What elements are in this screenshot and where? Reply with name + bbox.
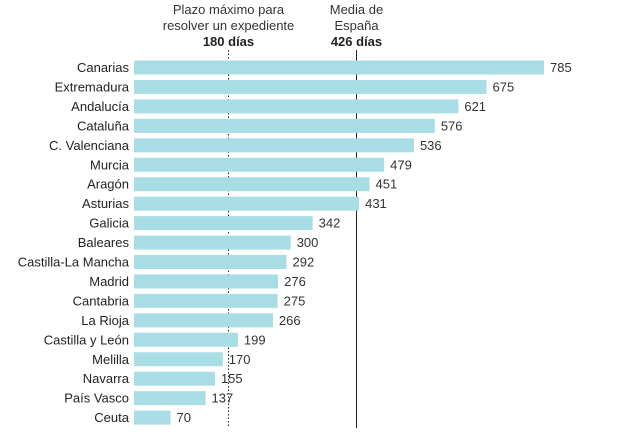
value-label-andalucia: 621 [464, 99, 486, 114]
category-label-navarra: Navarra [83, 371, 130, 386]
value-label-canarias: 785 [550, 60, 572, 75]
category-label-cataluna: Cataluña [77, 118, 130, 133]
value-label-galicia: 342 [319, 216, 341, 231]
category-labels: Canarias Extremadura Andalucía Cataluña C. V… [18, 60, 130, 425]
bar-aragon [134, 177, 370, 192]
reference-label-426-line-1: Media de [330, 2, 383, 17]
bar-cantabria [134, 293, 278, 308]
bar-pais-vasco [134, 391, 206, 406]
value-label-asturias: 431 [365, 196, 387, 211]
value-label-extremadura: 675 [493, 79, 515, 94]
category-label-castilla-la-mancha: Castilla-La Mancha [18, 255, 130, 270]
bar-madrid [134, 274, 279, 289]
reference-value-180: 180 días [203, 34, 254, 49]
value-label-la-rioja: 266 [279, 313, 301, 328]
category-label-baleares: Baleares [78, 235, 130, 250]
category-label-cantabria: Cantabria [73, 293, 130, 308]
value-label-cantabria: 275 [284, 293, 306, 308]
value-label-pais-vasco: 137 [212, 391, 234, 406]
reference-value-426: 426 días [331, 34, 382, 49]
bar-la-rioja [134, 313, 273, 328]
bar-cataluna [134, 118, 435, 133]
category-label-la-rioja: La Rioja [81, 313, 129, 328]
category-label-extremadura: Extremadura [55, 79, 130, 94]
value-label-cataluna: 576 [441, 118, 463, 133]
value-label-castilla-y-leon: 199 [244, 332, 266, 347]
category-label-asturias: Asturias [82, 196, 129, 211]
reference-label-180-line-1: Plazo máximo para [173, 2, 285, 17]
value-label-madrid: 276 [284, 274, 306, 289]
reference-label-426-line-2: España [334, 18, 379, 33]
bar-ceuta [134, 410, 171, 425]
bar-navarra [134, 371, 215, 386]
category-label-galicia: Galicia [89, 216, 130, 231]
category-label-castilla-y-leon: Castilla y León [44, 332, 129, 347]
bar-castilla-la-mancha [134, 255, 287, 269]
bar-baleares [134, 235, 291, 250]
bar-murcia [134, 157, 385, 172]
bars [134, 60, 544, 425]
category-label-melilla: Melilla [92, 352, 130, 367]
bar-andalucia [134, 99, 459, 114]
category-label-pais-vasco: País Vasco [64, 391, 129, 406]
category-label-c-valenciana: C. Valenciana [49, 138, 130, 153]
value-label-murcia: 479 [390, 157, 412, 172]
bar-extremadura [134, 79, 487, 94]
value-label-aragon: 451 [376, 177, 398, 192]
bar-canarias [134, 60, 544, 75]
category-label-canarias: Canarias [77, 60, 130, 75]
reference-label-180-line-2: resolver un expediente [163, 18, 295, 33]
value-label-castilla-la-mancha: 292 [293, 255, 315, 270]
value-label-c-valenciana: 536 [420, 138, 442, 153]
value-label-ceuta: 70 [177, 410, 191, 425]
bar-asturias [134, 196, 360, 211]
value-label-navarra: 155 [221, 371, 243, 386]
category-label-ceuta: Ceuta [94, 410, 129, 425]
value-label-baleares: 300 [297, 235, 319, 250]
bar-c-valenciana [134, 138, 414, 153]
category-label-andalucia: Andalucía [71, 99, 130, 114]
bar-castilla-y-leon [134, 332, 238, 347]
value-label-melilla: 170 [229, 352, 251, 367]
category-label-aragon: Aragón [87, 177, 129, 192]
bar-melilla [134, 352, 223, 367]
category-label-murcia: Murcia [90, 157, 130, 172]
bar-galicia [134, 216, 313, 231]
category-label-madrid: Madrid [89, 274, 129, 289]
